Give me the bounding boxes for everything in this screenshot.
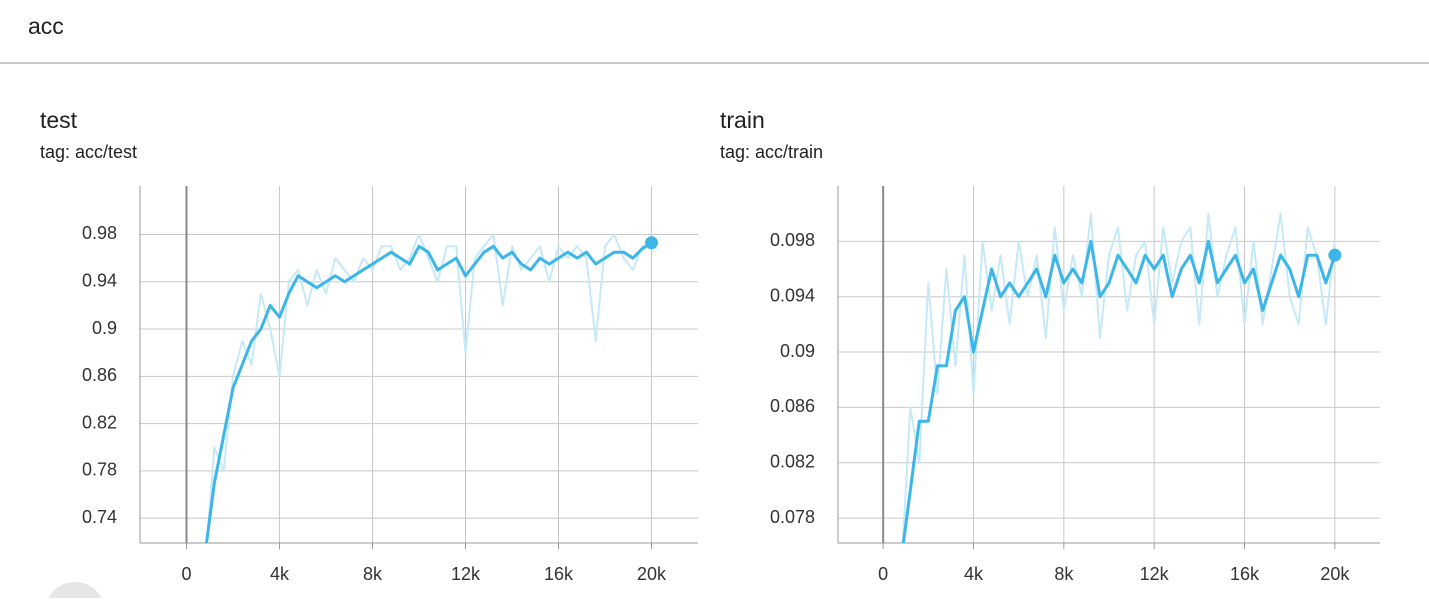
x-tick-label: 12k [451, 564, 481, 584]
chart-subtitle: tag: acc/test [40, 142, 137, 162]
y-tick-label: 0.9 [92, 318, 117, 338]
y-tick-label: 0.86 [82, 365, 117, 385]
x-tick-label: 0 [878, 564, 888, 584]
chart-title: test [40, 107, 78, 133]
x-tick-label: 4k [964, 564, 984, 584]
x-tick-label: 20k [1320, 564, 1350, 584]
x-tick-label: 8k [363, 564, 383, 584]
y-tick-label: 0.09 [780, 341, 815, 361]
x-tick-label: 20k [637, 564, 667, 584]
y-tick-label: 0.74 [82, 507, 117, 527]
y-tick-label: 0.082 [770, 451, 815, 471]
chart-subtitle: tag: acc/train [720, 142, 823, 162]
fab-button[interactable] [45, 582, 105, 603]
x-tick-label: 4k [270, 564, 290, 584]
y-tick-label: 0.78 [82, 460, 117, 480]
y-tick-label: 0.086 [770, 396, 815, 416]
x-tick-label: 16k [1230, 564, 1260, 584]
last-point [1328, 248, 1342, 262]
y-tick-label: 0.98 [82, 223, 117, 243]
x-tick-label: 12k [1140, 564, 1170, 584]
y-tick-label: 0.82 [82, 412, 117, 432]
chart-title: train [720, 107, 765, 133]
y-tick-label: 0.94 [82, 271, 117, 291]
y-tick-label: 0.098 [770, 230, 815, 250]
x-tick-label: 8k [1054, 564, 1074, 584]
section-title: acc [28, 13, 64, 39]
x-tick-label: 0 [181, 564, 191, 584]
data-line [205, 233, 652, 543]
x-tick-label: 16k [544, 564, 574, 584]
y-tick-label: 0.078 [770, 507, 815, 527]
header-divider [0, 62, 1429, 64]
y-tick-label: 0.094 [770, 285, 815, 305]
header-bar [0, 0, 1429, 62]
data-line [204, 241, 653, 543]
last-point [645, 236, 658, 250]
data-line [901, 212, 1336, 543]
data-line [901, 239, 1337, 543]
